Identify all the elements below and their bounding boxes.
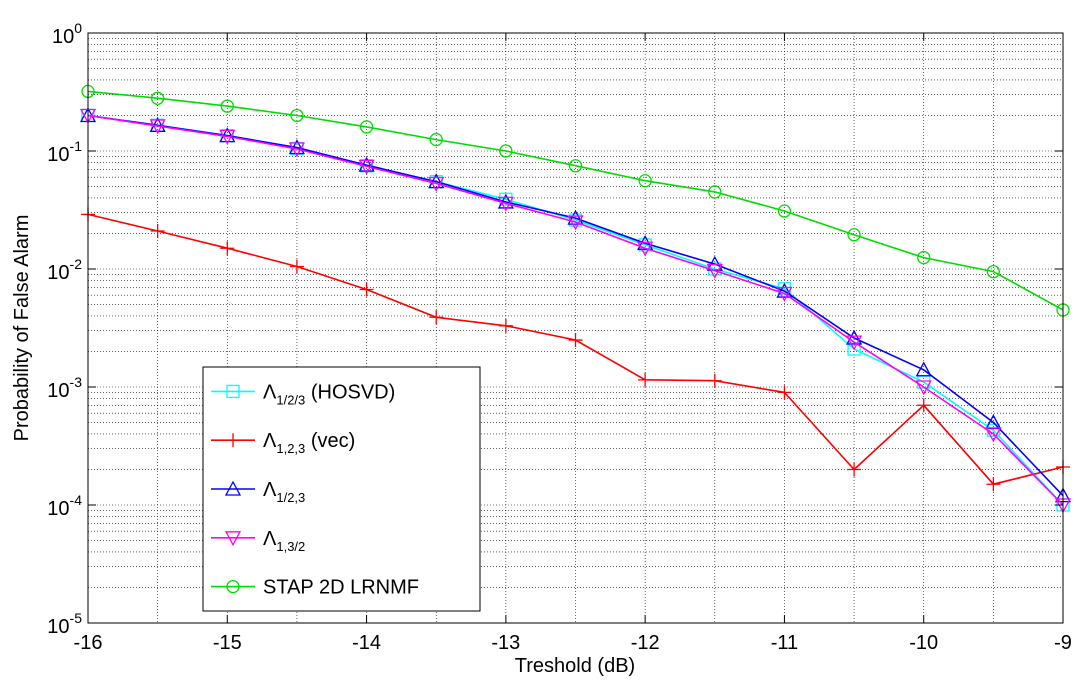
data-point: [637, 241, 654, 257]
data-point: [497, 193, 514, 209]
legend: Λ1/2/3 (HOSVD) Λ1,2,3 (vec) Λ1/2,3 Λ1,3/2 ST…: [202, 366, 481, 612]
data-point: [288, 139, 306, 155]
y-tick-label: 10-5: [47, 610, 82, 638]
data-point: [776, 286, 793, 302]
legend-marker: [226, 579, 240, 594]
data-point: [429, 310, 444, 325]
x-tick-label: -14: [352, 632, 381, 654]
legend-marker: [226, 433, 240, 448]
data-point: [706, 263, 723, 279]
data-point: [638, 372, 653, 387]
y-tick-label: 100: [52, 20, 82, 48]
data-point: [290, 108, 304, 123]
data-point: [358, 156, 375, 172]
plot-frame: [87, 32, 1064, 624]
y-tick-label: 10-3: [47, 374, 82, 402]
y-tick-label: 10-2: [47, 256, 82, 284]
data-point: [777, 204, 792, 218]
data-point: [915, 380, 932, 396]
legend-label: STAP 2D LRNMF: [263, 577, 419, 599]
data-point: [707, 373, 722, 388]
y-axis-label: Probability of False Alarm: [11, 215, 33, 442]
x-tick-label: -15: [213, 632, 242, 654]
data-point: [498, 318, 513, 333]
data-point: [359, 120, 374, 134]
data-point: [986, 264, 1001, 279]
data-point: [220, 241, 235, 256]
data-point: [567, 209, 584, 225]
series-line: [87, 114, 1064, 506]
data-point: [916, 398, 931, 413]
x-tick-label: -11: [771, 632, 798, 654]
data-point: [776, 282, 793, 298]
data-point: [219, 129, 236, 145]
axis-ticks: -16 -15 -14 -13 -12 -11 -10 -9 10-5 10-4 10-3 10-2 1…: [47, 20, 1072, 654]
x-axis-label: Treshold (dB): [515, 655, 635, 677]
series-2: [81, 207, 1070, 492]
legend-marker: [226, 384, 240, 399]
series-line: [87, 90, 1064, 311]
legend-label: Λ1,2,3 (vec): [263, 430, 355, 456]
y-tick-label: 10-1: [47, 138, 82, 166]
data-point: [499, 144, 513, 158]
data-point: [220, 99, 234, 113]
data-point: [568, 333, 583, 348]
data-point: [985, 427, 1002, 443]
x-tick-label: -16: [74, 632, 103, 654]
data-point: [708, 185, 722, 199]
legend-label: Λ1/2,3: [263, 479, 305, 505]
series-line: [87, 114, 1064, 497]
data-point: [567, 215, 584, 231]
data-point: [986, 477, 1001, 492]
x-tick-label: -9: [1054, 632, 1072, 654]
legend-label: Λ1,3/2: [263, 528, 305, 554]
x-tick-label: -10: [909, 632, 938, 654]
data-point: [777, 385, 792, 400]
data-point: [847, 228, 861, 242]
series-5: [81, 84, 1070, 317]
data-point: [845, 335, 863, 351]
data-point: [429, 132, 443, 147]
data-point: [150, 223, 165, 238]
series-layer: [79, 84, 1072, 514]
data-point: [915, 361, 932, 377]
data-point: [428, 173, 445, 189]
data-point: [638, 174, 652, 188]
legend-marker: [224, 480, 242, 496]
x-tick-label: -12: [631, 632, 660, 654]
data-point: [497, 196, 514, 212]
legend-label: Λ1/2/3 (HOSVD): [263, 381, 395, 407]
data-point: [917, 250, 931, 265]
x-tick-label: -13: [491, 632, 520, 654]
data-point: [568, 159, 583, 173]
data-point: [149, 119, 166, 135]
data-point: [150, 91, 165, 105]
legend-marker: [224, 531, 242, 547]
data-point: [847, 462, 862, 477]
data-point: [289, 259, 304, 274]
series-4: [79, 108, 1072, 514]
data-point: [845, 329, 863, 345]
data-point: [359, 282, 374, 297]
data-point: [428, 176, 445, 192]
data-point: [288, 142, 306, 158]
y-tick-label: 10-4: [47, 492, 82, 520]
data-point: [358, 159, 375, 175]
